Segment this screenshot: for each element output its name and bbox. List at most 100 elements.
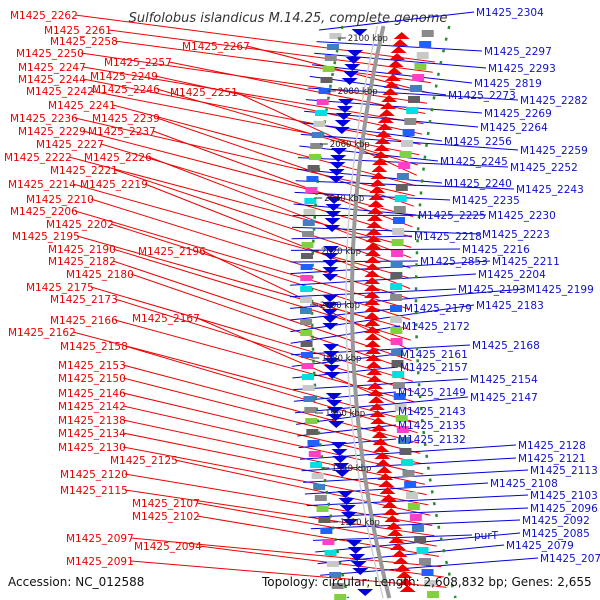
feature-block [303, 396, 316, 402]
forward-gene-arrow [374, 137, 391, 144]
right-gene-label: M1425_2243 [516, 184, 584, 196]
forward-gene-arrow [377, 473, 394, 480]
feature-block [392, 371, 405, 378]
forward-gene-arrow [370, 417, 387, 424]
left-label-connector [112, 248, 411, 341]
right-gene-label: M1425_2128 [518, 440, 586, 452]
left-gene-label: M1425_2250 [16, 48, 84, 60]
feature-block [418, 558, 431, 565]
left-gene-label: M1425_2107 [132, 498, 200, 510]
right-gene-label: M1425_2256 [444, 136, 512, 148]
left-label-connector [122, 419, 425, 485]
genome-tracks [300, 25, 457, 600]
forward-gene-arrow [364, 305, 381, 312]
forward-gene-arrow [366, 214, 383, 221]
right-label-connector [291, 344, 471, 356]
feature-block [390, 305, 403, 312]
left-gene-label: M1425_2166 [50, 315, 118, 327]
reverse-gene-arrow [350, 561, 367, 568]
right-label-connector [302, 122, 443, 142]
forward-gene-arrow [387, 60, 404, 67]
left-gene-label: M1425_2242 [26, 86, 94, 98]
reverse-gene-arrow [338, 498, 355, 505]
left-gene-label: M1425_2236 [10, 113, 78, 125]
right-gene-label: M1425_2304 [476, 7, 544, 19]
reverse-gene-arrow [334, 120, 351, 127]
left-gene-label: M1425_2120 [60, 469, 128, 481]
reverse-gene-arrow [338, 99, 355, 106]
left-gene-label: M1425_2134 [58, 428, 126, 440]
forward-gene-arrow [364, 333, 381, 340]
right-label-connector [296, 168, 443, 184]
forward-gene-arrow [381, 501, 398, 508]
left-gene-label: M1425_2102 [132, 511, 200, 523]
reverse-gene-arrow [324, 218, 341, 225]
feature-block [416, 547, 429, 554]
right-gene-label: M1425_2240 [444, 178, 512, 190]
feature-block [308, 451, 321, 457]
right-gene-label: M1425_2259 [520, 145, 588, 157]
kbp-tick-label: 1920 kbp [340, 518, 380, 528]
reverse-gene-arrow [322, 309, 339, 316]
right-label-connector [290, 260, 491, 275]
left-gene-label: M1425_2249 [90, 71, 158, 83]
feature-block [401, 140, 414, 147]
left-gene-label: M1425_2229 [18, 126, 86, 138]
forward-gene-arrow [373, 144, 390, 151]
reverse-gene-arrow [322, 323, 339, 330]
left-label-connector [90, 286, 414, 382]
feature-block [395, 184, 408, 191]
reverse-gene-arrow [349, 554, 366, 561]
feature-block [407, 503, 420, 510]
right-label-connector [290, 273, 477, 286]
forward-gene-arrow [373, 445, 390, 452]
forward-gene-arrow [364, 291, 381, 298]
right-label-connector [299, 145, 439, 162]
feature-block [306, 176, 319, 182]
left-label-connector [124, 345, 418, 434]
forward-gene-arrow [367, 207, 384, 214]
left-label-connector [144, 183, 411, 290]
feature-block [301, 242, 314, 248]
forward-gene-arrow [389, 53, 406, 60]
feature-block [327, 44, 340, 50]
left-gene-label: M1425_2182 [48, 256, 116, 268]
kbp-ticks: 2100 kbp 2080 kbp 2060 kbp 2040 kbp 2020 kbp… [310, 34, 388, 528]
reverse-gene-arrow [322, 260, 339, 267]
feature-block [406, 107, 419, 114]
feature-block [311, 132, 324, 138]
reverse-gene-arrow [329, 162, 346, 169]
left-gene-label: M1425_2246 [92, 84, 160, 96]
feature-block [313, 484, 326, 490]
reverse-gene-arrow [340, 512, 357, 519]
feature-block [402, 129, 415, 136]
left-gene-label: M1425_2222 [4, 152, 72, 164]
right-gene-label: M1425_2211 [492, 256, 560, 268]
left-gene-label: M1425_2202 [46, 219, 114, 231]
left-gene-label: M1425_2206 [10, 206, 78, 218]
left-gene-label: M1425_2158 [60, 341, 128, 353]
reverse-gene-arrow [323, 358, 340, 365]
forward-gene-arrow [365, 361, 382, 368]
left-gene-label: M1425_2226 [84, 152, 152, 164]
feature-block [300, 264, 313, 270]
feature-block [404, 481, 417, 488]
feature-block [302, 374, 315, 380]
right-gene-label: M1425_2143 [398, 406, 466, 418]
feature-block [324, 55, 337, 61]
forward-gene-arrow [382, 88, 399, 95]
reverse-gene-arrow [330, 155, 347, 162]
reverse-gene-arrow [347, 547, 364, 554]
forward-gene-arrow [394, 564, 411, 571]
forward-gene-arrow [376, 123, 393, 130]
left-gene-label: M1425_2125 [110, 455, 178, 467]
right-label-connector [304, 482, 489, 495]
feature-block [318, 88, 331, 94]
left-label-connector [246, 45, 429, 94]
feature-block [390, 261, 403, 268]
right-gene-label: M1425_2121 [518, 453, 586, 465]
reverse-gene-arrow [342, 519, 359, 526]
left-gene-label: M1425_2227 [36, 139, 104, 151]
feature-block [300, 253, 313, 259]
left-label-connector [110, 223, 411, 320]
